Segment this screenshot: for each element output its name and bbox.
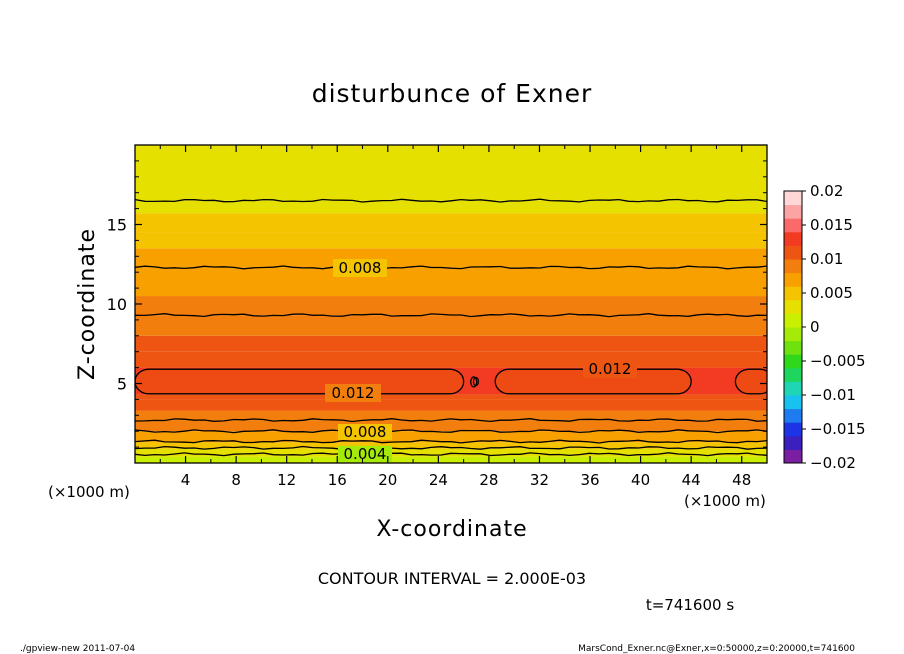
contour-label-left-012: 0.012 — [332, 384, 375, 402]
high-cell-2 — [735, 369, 767, 394]
colorbar-swatch-17 — [784, 218, 802, 233]
x-tick-label-8: 36 — [580, 471, 599, 489]
band-18 — [135, 145, 767, 201]
band-15 — [135, 232, 767, 249]
contour-small-loop — [470, 376, 478, 388]
x-tick-label-0: 4 — [181, 471, 191, 489]
x-axis-ticks: 4 8 12 16 20 24 28 32 36 40 44 48 — [159, 145, 751, 489]
colorbar-label-3: 0.005 — [810, 284, 853, 302]
high-cell-0 — [135, 369, 464, 394]
band-5 — [135, 410, 767, 421]
x-tick-label-9: 40 — [631, 471, 650, 489]
colorbar-swatch-1 — [784, 435, 802, 450]
colorbar-swatch-12 — [784, 286, 802, 301]
colorbar-label-2: 0.01 — [810, 250, 843, 268]
colorbar-swatch-10 — [784, 313, 802, 328]
contour-line-6 — [135, 265, 767, 270]
contour-line-1 — [135, 445, 767, 450]
colorbar-swatch-0 — [784, 449, 802, 464]
y-axis-ticks: 5 10 15 — [107, 160, 767, 448]
plot-area — [135, 145, 767, 463]
footer-right: MarsCond_Exner.nc@Exner,x=0:50000,z=0:20… — [578, 644, 855, 654]
contour-label-low-008: 0.008 — [344, 423, 387, 441]
colorbar-labels: 0.02 0.015 0.01 0.005 0 −0.005 −0.01 −0.015 −0.0… — [802, 182, 866, 472]
colorbar — [784, 191, 802, 464]
colorbar-swatch-15 — [784, 245, 802, 260]
chart-title: disturbunce of Exner — [312, 79, 593, 108]
x-unit-left: (×1000 m) — [48, 483, 130, 501]
contour-line-5 — [135, 313, 767, 318]
contour-label-004: 0.004 — [344, 445, 387, 463]
colorbar-label-1: 0.015 — [810, 216, 853, 234]
y-tick-label-1: 10 — [107, 295, 127, 314]
contour-labels: 0.008 0.012 0.012 0.008 0.004 0 — [325, 259, 637, 463]
y-tick-label-2: 15 — [107, 216, 127, 235]
x-tick-label-11: 48 — [732, 471, 751, 489]
colorbar-swatch-9 — [784, 327, 802, 342]
band-11 — [135, 315, 767, 336]
y-tick-label-0: 5 — [117, 375, 127, 394]
colorbar-label-7: −0.015 — [810, 420, 866, 438]
contour-label-right-012: 0.012 — [589, 360, 632, 378]
colorbar-swatch-14 — [784, 259, 802, 274]
band-12 — [135, 296, 767, 316]
contour-label-top-008: 0.008 — [339, 259, 382, 277]
contour-cell-0 — [135, 368, 465, 395]
colorbar-swatch-6 — [784, 367, 802, 382]
colorbar-swatch-16 — [784, 231, 802, 246]
y-axis-label: Z-coordinate — [75, 228, 100, 380]
band-9 — [135, 351, 767, 368]
footer-left: ./gpview-new 2011-07-04 — [20, 644, 135, 654]
band-2 — [135, 442, 767, 449]
contour-line-0 — [135, 452, 767, 457]
colorbar-label-0: 0.02 — [810, 182, 843, 200]
contour-line-2 — [135, 439, 767, 444]
high-cell-1 — [495, 369, 692, 394]
high-cells — [135, 369, 767, 394]
band-16 — [135, 213, 767, 233]
x-tick-label-1: 8 — [231, 471, 241, 489]
x-tick-label-2: 12 — [277, 471, 296, 489]
x-tick-label-10: 44 — [682, 471, 701, 489]
colorbar-swatch-5 — [784, 381, 802, 396]
band-4 — [135, 420, 767, 432]
band-3 — [135, 431, 767, 443]
colorbar-label-5: −0.005 — [810, 352, 866, 370]
colorbar-label-4: 0 — [810, 318, 820, 336]
colorbar-swatch-7 — [784, 354, 802, 369]
x-tick-label-4: 20 — [378, 471, 397, 489]
colorbar-swatch-11 — [784, 299, 802, 314]
x-tick-label-3: 16 — [328, 471, 347, 489]
band-0 — [135, 456, 767, 463]
x-tick-label-5: 24 — [429, 471, 448, 489]
time-stamp: t=741600 s — [646, 596, 734, 614]
band-13 — [135, 267, 767, 297]
band-10 — [135, 335, 767, 352]
colorbar-swatch-8 — [784, 340, 802, 355]
contour-line-3 — [135, 429, 767, 434]
x-tick-label-6: 28 — [479, 471, 498, 489]
band-6 — [135, 399, 767, 411]
x-tick-label-7: 32 — [530, 471, 549, 489]
colorbar-swatch-18 — [784, 204, 802, 219]
contour-label-zero: 0 — [472, 375, 480, 389]
band-7 — [135, 394, 767, 400]
colorbar-swatch-19 — [784, 191, 802, 206]
contour-interval-text: CONTOUR INTERVAL = 2.000E-03 — [318, 569, 586, 588]
colorbar-label-8: −0.02 — [810, 454, 856, 472]
colorbar-swatch-4 — [784, 395, 802, 410]
x-axis-label: X-coordinate — [376, 517, 527, 542]
colorbar-swatch-3 — [784, 408, 802, 423]
band-17 — [135, 200, 767, 214]
contour-line-4 — [135, 418, 767, 423]
x-unit-right: (×1000 m) — [684, 492, 766, 510]
colorbar-label-6: −0.01 — [810, 386, 856, 404]
contour-line-7 — [135, 198, 767, 203]
contour-cell-2 — [734, 368, 767, 395]
color-bands — [135, 145, 767, 463]
colorbar-swatch-13 — [784, 272, 802, 287]
band-14 — [135, 248, 767, 268]
colorbar-swatch-2 — [784, 422, 802, 437]
